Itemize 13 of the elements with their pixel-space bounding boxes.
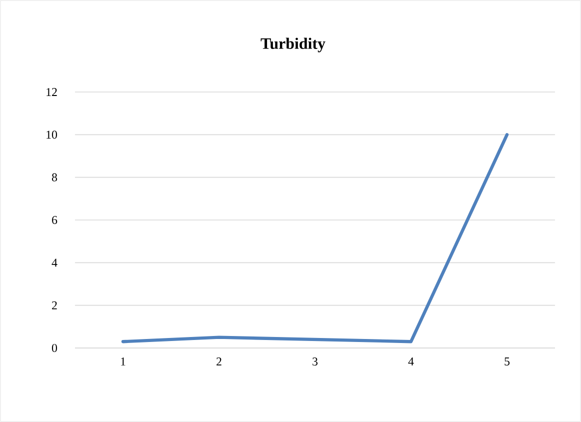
y-tick-label: 4 xyxy=(52,258,58,267)
x-tick-label: 3 xyxy=(312,358,318,366)
chart-title: Turbidity xyxy=(260,38,326,52)
y-tick-label: 8 xyxy=(52,173,58,182)
y-tick-label: 2 xyxy=(52,301,57,310)
y-tick-label: 6 xyxy=(52,216,58,224)
y-tick-label: 12 xyxy=(46,88,57,96)
x-tick-label: 1 xyxy=(121,358,126,366)
y-tick-label: 0 xyxy=(52,344,58,352)
x-tick-label: 5 xyxy=(504,358,510,366)
y-tick-label: 10 xyxy=(46,130,58,139)
x-tick-label: 2 xyxy=(216,358,222,366)
x-tick-label: 4 xyxy=(408,358,414,366)
